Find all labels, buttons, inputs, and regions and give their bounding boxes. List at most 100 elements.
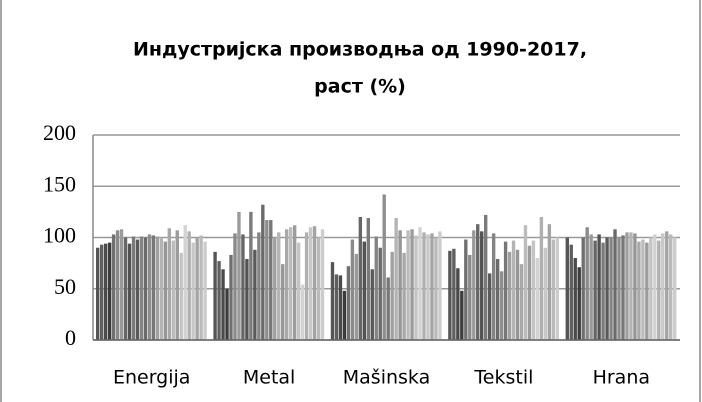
bar xyxy=(390,251,394,340)
bar xyxy=(292,225,297,340)
bar xyxy=(499,271,504,340)
bar xyxy=(378,247,382,340)
bar xyxy=(503,241,508,340)
bar xyxy=(245,259,249,340)
bar xyxy=(585,227,589,340)
bar xyxy=(430,233,434,340)
bar xyxy=(354,253,359,340)
bar xyxy=(257,232,261,340)
bar xyxy=(597,234,601,340)
bar xyxy=(434,237,438,340)
bar xyxy=(96,247,100,340)
bar xyxy=(159,237,164,340)
bar xyxy=(406,230,410,340)
chart-title: Индустријска производња од 1990-2017, xyxy=(133,39,587,61)
bar xyxy=(330,262,335,340)
bar xyxy=(277,232,281,340)
bar xyxy=(535,258,540,340)
bar xyxy=(300,284,305,340)
bar xyxy=(175,230,179,340)
bar xyxy=(358,217,363,340)
x-tick-label: Hrana xyxy=(593,367,650,389)
bar xyxy=(657,240,661,340)
bar xyxy=(565,237,569,340)
bar xyxy=(487,273,492,340)
bar xyxy=(438,231,442,340)
bar xyxy=(273,237,277,340)
bar xyxy=(366,218,370,340)
bar xyxy=(217,261,221,340)
bar xyxy=(495,259,500,340)
bar xyxy=(99,244,104,340)
x-tick-label: Metal xyxy=(243,367,295,389)
y-tick-label: 200 xyxy=(43,120,76,145)
bar xyxy=(308,227,313,340)
bar xyxy=(422,232,426,340)
bar xyxy=(362,241,367,340)
bar xyxy=(410,229,414,340)
bar xyxy=(609,237,613,340)
bar xyxy=(221,269,225,340)
bar xyxy=(179,252,183,340)
bar xyxy=(669,234,673,340)
bar xyxy=(589,234,593,340)
bar xyxy=(511,240,516,340)
bar xyxy=(342,290,347,340)
bar xyxy=(641,239,645,340)
bar xyxy=(107,242,112,340)
bar xyxy=(673,237,677,340)
bar xyxy=(119,229,124,340)
x-tick-label: Mašinska xyxy=(343,367,430,389)
bar xyxy=(605,237,609,340)
bar xyxy=(464,239,468,340)
bar xyxy=(531,240,536,340)
bar xyxy=(649,237,653,340)
bar xyxy=(253,249,257,340)
bar xyxy=(394,218,398,340)
bar xyxy=(645,242,649,340)
bar xyxy=(573,258,577,340)
bar xyxy=(555,237,559,340)
bar xyxy=(547,224,552,340)
bar xyxy=(115,230,120,340)
bar xyxy=(143,237,148,340)
bar xyxy=(519,264,524,340)
bar xyxy=(543,247,548,340)
y-tick-label: 100 xyxy=(43,223,76,248)
bar xyxy=(288,227,293,340)
bar xyxy=(637,241,641,340)
bar xyxy=(398,230,402,340)
bar xyxy=(346,266,351,340)
bar xyxy=(402,252,406,340)
bar xyxy=(452,248,456,340)
bar xyxy=(163,241,168,340)
bar xyxy=(199,235,203,340)
bar xyxy=(225,288,229,340)
bar xyxy=(147,234,152,340)
y-tick-label: 50 xyxy=(54,274,76,299)
bar xyxy=(281,264,285,340)
bar xyxy=(131,236,136,340)
y-tick-label: 0 xyxy=(65,325,76,350)
bar xyxy=(304,232,309,340)
bar xyxy=(613,229,617,340)
bar xyxy=(629,232,633,340)
bar xyxy=(241,234,245,340)
bar xyxy=(476,224,480,340)
bar xyxy=(350,239,355,340)
bar xyxy=(374,236,378,340)
bar xyxy=(229,254,233,340)
bar xyxy=(581,237,585,340)
bar xyxy=(183,225,187,340)
bar xyxy=(203,241,207,340)
bar xyxy=(127,243,132,340)
bar xyxy=(426,234,430,340)
bar xyxy=(338,275,343,340)
bar xyxy=(523,225,528,340)
bar xyxy=(507,251,512,340)
bar xyxy=(633,233,637,340)
bar xyxy=(601,242,605,340)
bar xyxy=(167,228,171,340)
